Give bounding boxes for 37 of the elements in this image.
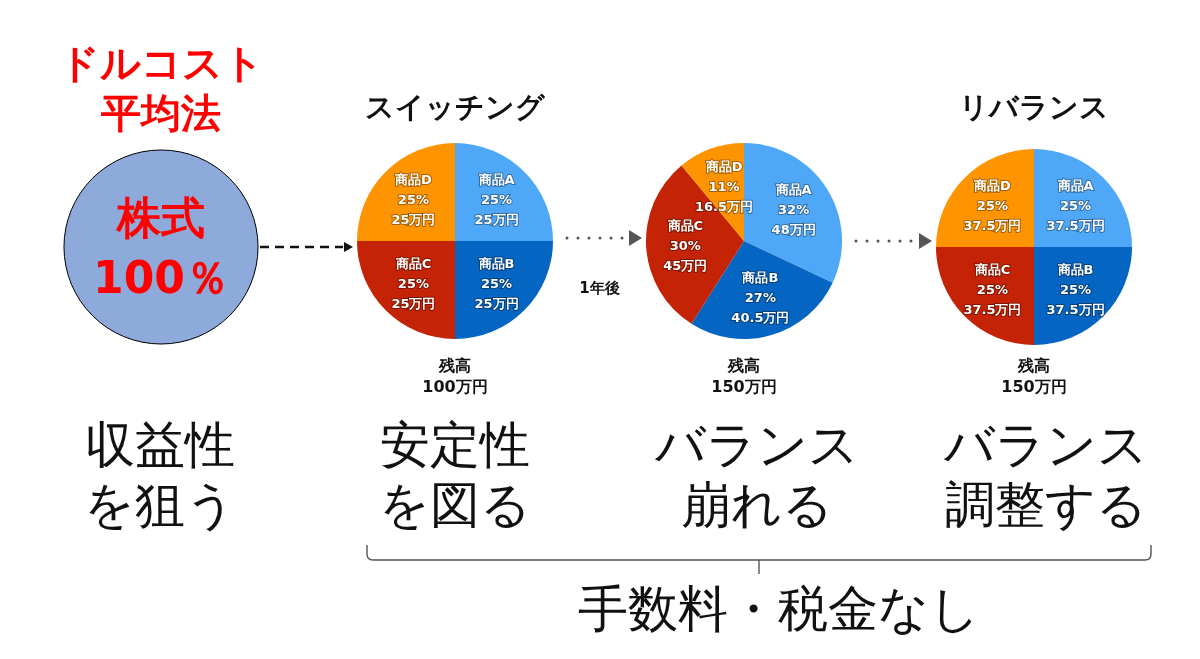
slice-label: 商品A	[774, 181, 812, 197]
data-label: 25% 37.5万円	[963, 197, 1022, 233]
chart-title: リバランス	[959, 90, 1109, 124]
chart-title: スイッチング	[365, 90, 546, 124]
chart-title: ドルコスト平均法	[58, 40, 264, 136]
data-label: 32% 48万円	[771, 201, 816, 237]
slice-label: 商品B	[741, 269, 779, 285]
text: 収益性を狙う	[84, 416, 236, 534]
text: 残高 150万円	[711, 355, 777, 396]
data-label: 25% 25万円	[474, 275, 519, 311]
text: バランス崩れる	[654, 416, 859, 534]
data-label: 30% 45万円	[663, 237, 708, 273]
data-label: 25% 25万円	[474, 191, 519, 227]
slice-label: 商品A	[477, 171, 515, 187]
text: 安定性を図る	[379, 416, 531, 534]
slice-label: 商品B	[1056, 261, 1094, 277]
data-label: 25% 37.5万円	[1046, 281, 1105, 317]
slice-label: 商品C	[973, 261, 1011, 277]
slice-label: 商品D	[973, 177, 1012, 193]
slice-label: 商品D	[394, 171, 433, 187]
data-label: 100％	[93, 251, 229, 303]
text: 残高 100万円	[422, 355, 488, 396]
data-label: 25% 25万円	[391, 275, 436, 311]
data-label: 25% 25万円	[391, 191, 436, 227]
slice-label: 商品B	[477, 255, 515, 271]
text: バランス調整する	[943, 416, 1148, 534]
data-label: 27% 40.5万円	[731, 289, 790, 325]
slice-label: 商品A	[1056, 177, 1094, 193]
text: 手数料・税金なし	[578, 580, 980, 638]
data-label: 25% 37.5万円	[1046, 197, 1105, 233]
data-label: 25% 37.5万円	[963, 281, 1022, 317]
slice-label: 商品D	[704, 158, 743, 174]
text: 1年後	[579, 279, 620, 297]
slice-label: 商品C	[394, 255, 432, 271]
text: 残高 150万円	[1001, 355, 1067, 396]
slice-label: 商品C	[666, 217, 704, 233]
slice-label: 株式	[115, 191, 205, 243]
